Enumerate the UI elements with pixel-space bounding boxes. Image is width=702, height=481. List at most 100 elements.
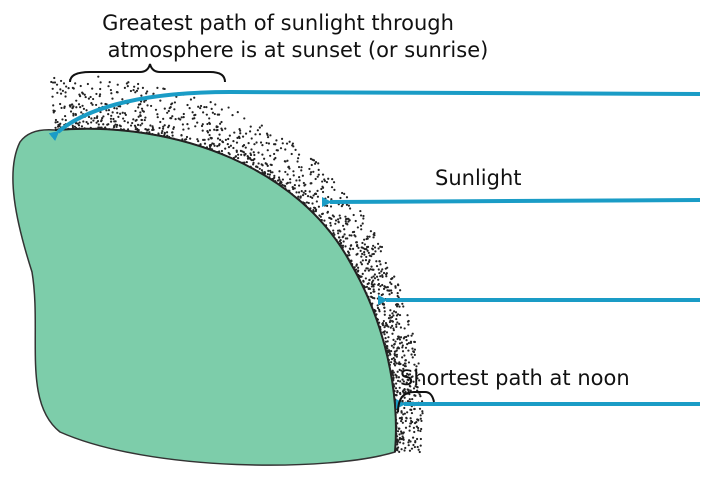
stipple-dot xyxy=(61,118,63,120)
stipple-dot xyxy=(381,284,383,286)
stipple-dot xyxy=(298,166,300,168)
stipple-dot xyxy=(173,126,175,128)
stipple-dot xyxy=(121,98,123,100)
stipple-dot xyxy=(417,419,419,421)
stipple-dot xyxy=(387,336,389,338)
stipple-dot xyxy=(400,420,402,422)
stipple-dot xyxy=(394,364,396,366)
stipple-dot xyxy=(360,276,362,278)
stipple-dot xyxy=(402,422,404,424)
stipple-dot xyxy=(227,106,229,108)
stipple-dot xyxy=(380,250,382,252)
stipple-dot xyxy=(400,431,402,433)
stipple-dot xyxy=(306,201,308,203)
stipple-dot xyxy=(127,81,129,83)
stipple-dot xyxy=(324,204,326,206)
stipple-dot xyxy=(420,438,422,440)
stipple-dot xyxy=(294,149,296,151)
stipple-dot xyxy=(267,149,269,151)
stipple-dot xyxy=(180,134,182,136)
label-sunlight: Sunlight xyxy=(435,166,522,190)
stipple-dot xyxy=(162,128,164,130)
stipple-dot xyxy=(224,148,226,150)
stipple-dot xyxy=(398,337,400,339)
stipple-dot xyxy=(206,114,208,116)
stipple-dot xyxy=(164,108,166,110)
stipple-dot xyxy=(149,124,151,126)
stipple-dot xyxy=(302,194,304,196)
stipple-dot xyxy=(412,356,414,358)
stipple-dot xyxy=(220,121,222,123)
stipple-dot xyxy=(315,209,317,211)
stipple-dot xyxy=(339,214,341,216)
stipple-dot xyxy=(75,114,77,116)
stipple-dot xyxy=(406,417,408,419)
stipple-dot xyxy=(80,111,82,113)
stipple-dot xyxy=(273,143,275,145)
stipple-dot xyxy=(355,265,357,267)
stipple-dot xyxy=(379,246,381,248)
stipple-dot xyxy=(385,275,387,277)
stipple-dot xyxy=(99,88,101,90)
stipple-dot xyxy=(384,310,386,312)
stipple-dot xyxy=(393,346,395,348)
stipple-dot xyxy=(413,351,415,353)
stipple-dot xyxy=(389,309,391,311)
stipple-dot xyxy=(331,178,333,180)
stipple-dot xyxy=(374,246,376,248)
stipple-dot xyxy=(102,123,104,125)
stipple-dot xyxy=(282,142,284,144)
stipple-dot xyxy=(100,81,102,83)
stipple-dot xyxy=(243,117,245,119)
stipple-dot xyxy=(64,115,66,117)
stipple-dot xyxy=(261,153,263,155)
stipple-dot xyxy=(377,297,379,299)
stipple-dot xyxy=(130,124,132,126)
stipple-dot xyxy=(232,140,234,142)
stipple-dot xyxy=(361,263,363,265)
stipple-dot xyxy=(402,401,404,403)
stipple-dot xyxy=(52,81,54,83)
stipple-dot xyxy=(267,173,269,175)
stipple-dot xyxy=(278,170,280,172)
stipple-dot xyxy=(140,94,142,96)
stipple-dot xyxy=(366,238,368,240)
stipple-dot xyxy=(208,117,210,119)
stipple-dot xyxy=(178,118,180,120)
stipple-dot xyxy=(202,130,204,132)
stipple-dot xyxy=(218,143,220,145)
stipple-dot xyxy=(257,129,259,131)
stipple-dot xyxy=(407,335,409,337)
stipple-dot xyxy=(341,192,343,194)
stipple-dot xyxy=(65,119,67,121)
stipple-dot xyxy=(116,107,118,109)
stipple-dot xyxy=(390,278,392,280)
stipple-dot xyxy=(216,125,218,127)
stipple-dot xyxy=(330,218,332,220)
stipple-dot xyxy=(396,362,398,364)
stipple-dot xyxy=(391,292,393,294)
stipple-dot xyxy=(376,265,378,267)
stipple-dot xyxy=(193,117,195,119)
stipple-dot xyxy=(346,204,348,206)
stipple-dot xyxy=(273,158,275,160)
stipple-dot xyxy=(419,395,421,397)
stipple-dot xyxy=(228,146,230,148)
stipple-dot xyxy=(135,128,137,130)
stipple-dot xyxy=(123,120,125,122)
stipple-dot xyxy=(329,222,331,224)
stipple-dot xyxy=(127,121,129,123)
stipple-dot xyxy=(362,259,364,261)
stipple-dot xyxy=(414,341,416,343)
stipple-dot xyxy=(310,158,312,160)
stipple-dot xyxy=(221,129,223,131)
stipple-dot xyxy=(262,164,264,166)
stipple-dot xyxy=(417,362,419,364)
stipple-dot xyxy=(321,180,323,182)
stipple-dot xyxy=(292,145,294,147)
stipple-dot xyxy=(95,104,97,106)
stipple-dot xyxy=(379,303,381,305)
stipple-dot xyxy=(395,394,397,396)
stipple-dot xyxy=(404,359,406,361)
stipple-dot xyxy=(389,314,391,316)
